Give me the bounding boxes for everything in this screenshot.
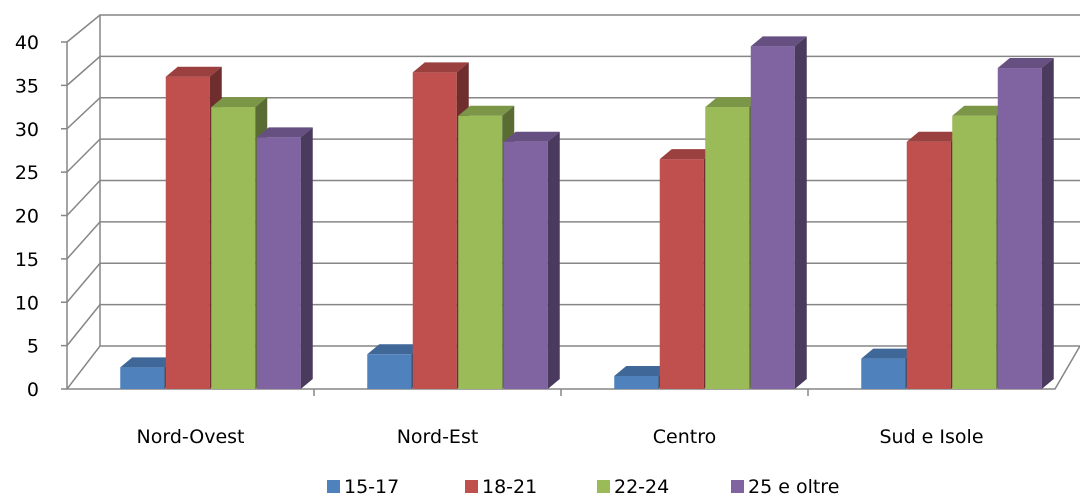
- gridlines: [66, 14, 1080, 390]
- bar-front: [458, 115, 503, 390]
- bar: [256, 127, 313, 390]
- bar-front: [165, 76, 210, 389]
- bar-top: [503, 131, 560, 142]
- legend-swatch: [731, 480, 744, 493]
- bar-front: [367, 354, 412, 389]
- legend-swatch: [465, 480, 478, 493]
- y-tick-label: 20: [15, 206, 39, 228]
- y-tick-label: 0: [27, 379, 39, 401]
- y-tick-label: 30: [15, 119, 39, 141]
- bar: [503, 131, 560, 389]
- bar-side: [1041, 58, 1054, 390]
- y-tick-label: 15: [15, 249, 39, 271]
- y-tick-label: 35: [15, 75, 39, 97]
- legend-item: 18-21: [465, 476, 537, 497]
- bar-front: [861, 358, 906, 389]
- bar: [750, 36, 807, 390]
- bar-top: [211, 97, 268, 108]
- legend-item: 25 e oltre: [731, 476, 839, 497]
- bar-front: [750, 46, 795, 390]
- bar-front: [705, 107, 750, 389]
- bar: [906, 131, 963, 389]
- bar-front: [952, 115, 997, 390]
- bar-top: [997, 58, 1054, 69]
- x-category-label: Nord-Ovest: [137, 426, 245, 448]
- bar-front: [120, 367, 165, 389]
- legend-label: 22-24: [614, 476, 669, 497]
- bar-top: [412, 62, 469, 73]
- x-category-label: Sud e Isole: [879, 426, 983, 448]
- bar-top: [906, 131, 963, 142]
- y-tick-label: 25: [15, 162, 39, 184]
- bar-front: [503, 141, 548, 389]
- bar-front: [614, 375, 659, 389]
- bar-top: [861, 348, 918, 359]
- bar-side: [794, 36, 807, 390]
- legend-label: 18-21: [482, 476, 537, 497]
- y-tick-label: 40: [15, 32, 39, 54]
- bar-side: [547, 131, 560, 389]
- bar-front: [997, 68, 1042, 390]
- bar-top: [367, 344, 424, 355]
- bar-front: [659, 159, 704, 389]
- legend-item: 22-24: [597, 476, 669, 497]
- bar-top: [165, 66, 222, 77]
- bar-top: [705, 97, 762, 108]
- x-category-label: Centro: [653, 426, 716, 448]
- bar-top: [952, 105, 1009, 116]
- bars: [120, 36, 1054, 390]
- bar-top: [120, 357, 177, 368]
- y-tick-label: 5: [27, 336, 39, 358]
- bar-top: [614, 365, 671, 376]
- legend-swatch: [597, 480, 610, 493]
- bar: [997, 58, 1054, 390]
- bar-front: [256, 137, 301, 389]
- bar-top: [659, 149, 716, 160]
- bar-top: [256, 127, 313, 138]
- y-axis-ticks: 0 5 10 15 20 25 30 35 40: [15, 32, 67, 401]
- bar-top: [750, 36, 807, 47]
- gridline: [66, 14, 1080, 43]
- bar-top: [458, 105, 515, 116]
- legend-item: 15-17: [327, 476, 399, 497]
- legend: 15-17 18-21 22-24 25 e oltre: [327, 476, 839, 497]
- legend-label: 25 e oltre: [748, 476, 839, 497]
- bar-front: [211, 107, 256, 389]
- legend-swatch: [327, 480, 340, 493]
- legend-label: 15-17: [344, 476, 399, 497]
- bar-side: [300, 127, 313, 390]
- y-tick-label: 10: [15, 292, 39, 314]
- x-category-label: Nord-Est: [397, 426, 479, 448]
- x-axis-labels: Nord-Ovest Nord-Est Centro Sud e Isole: [137, 426, 984, 448]
- bar-front: [412, 72, 457, 390]
- bar-front: [906, 141, 951, 389]
